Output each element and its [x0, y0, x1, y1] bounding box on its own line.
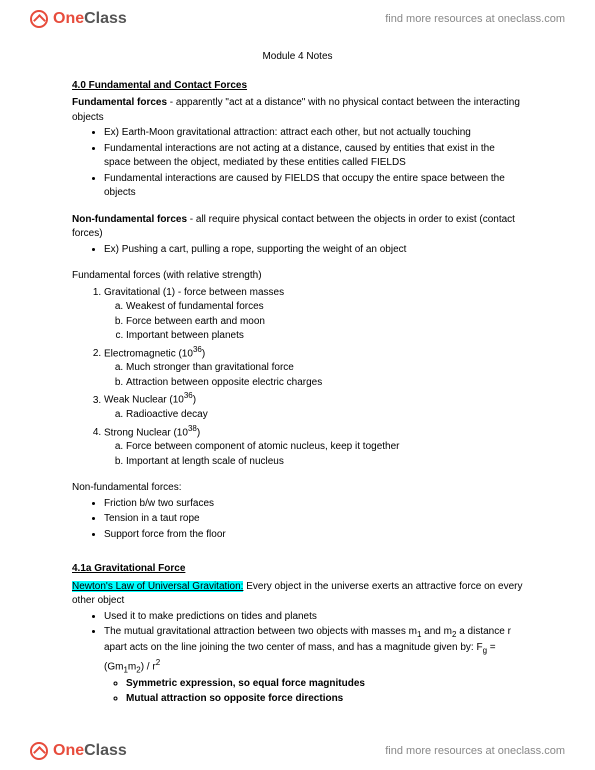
section-40-head: 4.0 Fundamental and Contact Forces	[72, 79, 523, 94]
list-item: The mutual gravitational attraction betw…	[104, 625, 523, 706]
list-item: Weakest of fundamental forces	[126, 300, 523, 315]
nfund-head: Non-fundamental forces:	[72, 481, 523, 496]
list-item: Strong Nuclear (1038) Force between comp…	[104, 423, 523, 470]
list-item: Attraction between opposite electric cha…	[126, 376, 523, 391]
item-text: Weak Nuclear (10	[104, 395, 184, 406]
section-41a-head: 4.1a Gravitational Force	[72, 562, 523, 577]
logo: OneClass	[30, 10, 127, 28]
list-item: Radioactive decay	[126, 408, 523, 423]
doc-title: Module 4 Notes	[72, 50, 523, 65]
superscript: 38	[188, 424, 197, 433]
sub-bullets: Symmetric expression, so equal force mag…	[104, 677, 523, 707]
list-item: Fundamental interactions are not acting …	[104, 142, 523, 171]
fundforces-bullets: Ex) Earth-Moon gravitational attraction:…	[72, 126, 523, 201]
item-text: )	[193, 395, 196, 406]
list-item: Fundamental interactions are caused by F…	[104, 172, 523, 201]
list-item: Ex) Pushing a cart, pulling a rope, supp…	[104, 243, 523, 258]
list-item: Much stronger than gravitational force	[126, 361, 523, 376]
fundforces-label: Fundamental forces	[72, 97, 167, 108]
page-header: OneClass find more resources at oneclass…	[0, 0, 595, 38]
list-item: Electromagnetic (1036) Much stronger tha…	[104, 344, 523, 391]
nfund-bullets: Friction b/w two surfaces Tension in a t…	[72, 497, 523, 543]
list-item: Used it to make predictions on tides and…	[104, 610, 523, 625]
fundlist-head: Fundamental forces (with relative streng…	[72, 269, 523, 284]
logo-text-class: Class	[84, 742, 127, 760]
list-item: Tension in a taut rope	[104, 512, 523, 527]
logo-text-one: One	[53, 10, 84, 28]
footer-tagline: find more resources at oneclass.com	[385, 745, 565, 757]
sublist: Radioactive decay	[104, 408, 523, 423]
list-item: Gravitational (1) - force between masses…	[104, 286, 523, 344]
logo-icon	[30, 10, 48, 28]
nonfund-label: Non-fundamental forces	[72, 214, 187, 225]
grav-bullets: Used it to make predictions on tides and…	[72, 610, 523, 707]
item-text: Gravitational (1) - force between masses	[104, 287, 284, 298]
newton-highlight: Newton's Law of Universal Gravitation:	[72, 581, 243, 592]
fundforces-def: Fundamental forces - apparently "act at …	[72, 96, 523, 125]
list-item: Friction b/w two surfaces	[104, 497, 523, 512]
logo-text-class: Class	[84, 10, 127, 28]
sublist: Much stronger than gravitational force A…	[104, 361, 523, 390]
sublist: Force between component of atomic nucleu…	[104, 440, 523, 469]
document-content: Module 4 Notes 4.0 Fundamental and Conta…	[72, 50, 523, 720]
logo-text-one: One	[53, 742, 84, 760]
list-item: Ex) Earth-Moon gravitational attraction:…	[104, 126, 523, 141]
nonfund-bullets: Ex) Pushing a cart, pulling a rope, supp…	[72, 243, 523, 258]
sublist: Weakest of fundamental forces Force betw…	[104, 300, 523, 344]
fundlist: Gravitational (1) - force between masses…	[72, 286, 523, 470]
page-footer: OneClass find more resources at oneclass…	[0, 732, 595, 770]
newton-law: Newton's Law of Universal Gravitation: E…	[72, 580, 523, 609]
item-text: Strong Nuclear (10	[104, 427, 188, 438]
list-item: Symmetric expression, so equal force mag…	[126, 677, 523, 692]
list-item: Important at length scale of nucleus	[126, 455, 523, 470]
list-item: Force between component of atomic nucleu…	[126, 440, 523, 455]
item-text: Electromagnetic (10	[104, 348, 193, 359]
list-item: Force between earth and moon	[126, 315, 523, 330]
list-item: Support force from the floor	[104, 528, 523, 543]
list-item: Important between planets	[126, 329, 523, 344]
superscript: 36	[184, 391, 193, 400]
header-tagline: find more resources at oneclass.com	[385, 13, 565, 25]
nonfund-def: Non-fundamental forces - all require phy…	[72, 213, 523, 242]
list-item: Mutual attraction so opposite force dire…	[126, 692, 523, 707]
logo-icon	[30, 742, 48, 760]
item-text: )	[197, 427, 200, 438]
superscript: 36	[193, 345, 202, 354]
item-text: )	[202, 348, 205, 359]
list-item: Weak Nuclear (1036) Radioactive decay	[104, 390, 523, 422]
logo: OneClass	[30, 742, 127, 760]
